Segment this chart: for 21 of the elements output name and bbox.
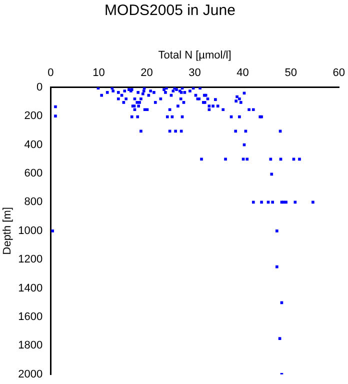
y-tick-label: 1200 [18, 254, 43, 266]
y-tick-label: 0 [36, 81, 43, 94]
y-tick-label: 600 [24, 168, 43, 180]
y-tick-label: 1600 [18, 311, 43, 324]
y-tick-label: 800 [24, 196, 43, 208]
y-axis-title: Depth [m] [2, 207, 14, 255]
x-tick-label: 30 [188, 66, 201, 79]
y-tick-label: 1400 [18, 282, 43, 294]
y-tick-label: 2000 [18, 368, 43, 380]
x-tick-label: 10 [92, 66, 105, 79]
x-tick-label: 20 [140, 66, 153, 79]
y-tick-label: 1800 [18, 340, 43, 352]
x-tick-label: 60 [332, 66, 346, 79]
y-tick-label: 1000 [18, 224, 43, 237]
chart-title: MODS2005 in June [104, 2, 236, 20]
x-axis-title: Total N [µmol/l] [158, 50, 232, 62]
x-tick-label: 50 [284, 66, 297, 79]
y-tick-label: 200 [24, 110, 43, 122]
x-tick-label: 40 [236, 66, 249, 79]
y-tick-label: 400 [24, 138, 43, 151]
x-tick-label: 0 [48, 66, 54, 79]
